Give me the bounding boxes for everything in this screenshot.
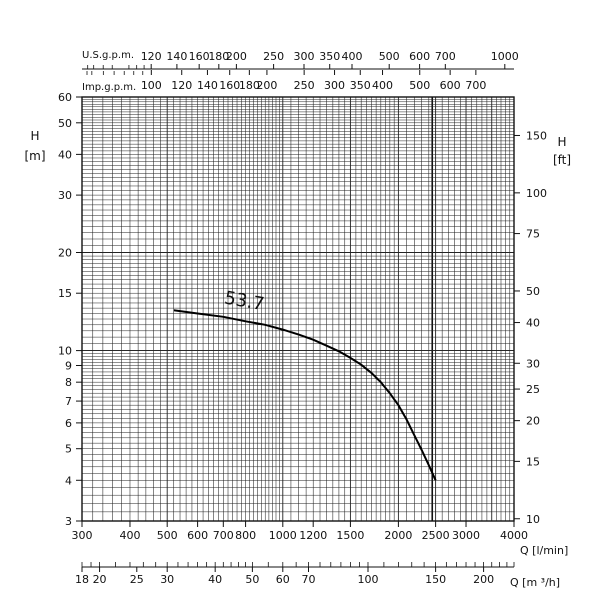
x-tick-label-lmin: 500 — [157, 529, 178, 542]
y-tick-label-right: 15 — [526, 455, 540, 468]
grid-lines — [82, 97, 514, 521]
x-tick-label-usgpm: 500 — [379, 50, 400, 63]
x-axis-label-impgpm: Imp.g.p.m. — [82, 82, 136, 93]
x-tick-label-impgpm: 600 — [440, 79, 461, 92]
y-tick-label-left: 15 — [58, 287, 72, 300]
curve-label: 53.7 — [223, 288, 266, 316]
x-tick-label-impgpm: 250 — [294, 79, 315, 92]
x-tick-label-usgpm: 200 — [226, 50, 247, 63]
x-tick-label-lmin: 2500 — [422, 529, 450, 542]
x-tick-label-lmin: 800 — [235, 529, 256, 542]
y-axis-label-right-line1: H — [557, 135, 566, 149]
y-tick-label-right: 75 — [526, 228, 540, 241]
x-tick-label-m3h: 40 — [208, 573, 222, 586]
y-tick-label-right: 25 — [526, 383, 540, 396]
x-tick-label-impgpm: 400 — [372, 79, 393, 92]
x-tick-label-lmin: 1000 — [269, 529, 297, 542]
x-tick-label-lmin: 700 — [213, 529, 234, 542]
y-tick-label-right: 150 — [526, 129, 547, 142]
x-tick-label-m3h: 60 — [276, 573, 290, 586]
y-tick-label-left: 50 — [58, 117, 72, 130]
y-tick-label-right: 50 — [526, 285, 540, 298]
x-tick-label-impgpm: 300 — [324, 79, 345, 92]
x-tick-label-impgpm: 700 — [465, 79, 486, 92]
y-tick-label-right: 100 — [526, 187, 547, 200]
y-tick-label-left: 8 — [65, 376, 72, 389]
x-tick-label-m3h: 150 — [425, 573, 446, 586]
x-tick-label-lmin: 400 — [119, 529, 140, 542]
y-tick-label-left: 6 — [65, 417, 72, 430]
x-tick-label-m3h: 100 — [357, 573, 378, 586]
y-axis-label-left-line2: [m] — [24, 149, 45, 163]
x-axis-label-lmin: Q [l/min] — [520, 544, 568, 557]
y-tick-label-left: 3 — [65, 515, 72, 528]
x-tick-label-usgpm: 600 — [409, 50, 430, 63]
x-tick-label-m3h: 70 — [302, 573, 316, 586]
x-tick-label-impgpm: 140 — [197, 79, 218, 92]
y-tick-label-right: 30 — [526, 357, 540, 370]
x-tick-label-impgpm: 350 — [350, 79, 371, 92]
y-tick-label-left: 9 — [65, 360, 72, 373]
plot-frame — [81, 96, 515, 522]
y-axis-label-left-line1: H — [30, 129, 39, 143]
x-tick-label-usgpm: 140 — [166, 50, 187, 63]
x-tick-label-impgpm: 500 — [409, 79, 430, 92]
y-tick-label-right: 40 — [526, 317, 540, 330]
y-tick-label-left: 7 — [65, 395, 72, 408]
x-tick-label-m3h: 50 — [245, 573, 259, 586]
x-tick-label-usgpm: 350 — [319, 50, 340, 63]
y-tick-label-left: 5 — [65, 443, 72, 456]
x-tick-label-lmin: 1500 — [336, 529, 364, 542]
x-tick-label-m3h: 200 — [473, 573, 494, 586]
y-tick-label-left: 4 — [65, 474, 72, 487]
x-tick-label-lmin: 1200 — [299, 529, 327, 542]
y-tick-label-right: 10 — [526, 513, 540, 526]
x-tick-label-usgpm: 120 — [141, 50, 162, 63]
x-tick-label-lmin: 3000 — [452, 529, 480, 542]
x-tick-label-lmin: 4000 — [500, 529, 528, 542]
x-tick-label-usgpm: 180 — [208, 50, 229, 63]
y-axis-label-right-line2: [ft] — [553, 153, 571, 167]
curves: 53.7 — [173, 288, 437, 481]
x-tick-label-impgpm: 160 — [219, 79, 240, 92]
x-tick-label-usgpm: 700 — [435, 50, 456, 63]
x-tick-label-impgpm: 120 — [171, 79, 192, 92]
x-tick-label-lmin: 300 — [72, 529, 93, 542]
x-tick-label-usgpm: 400 — [341, 50, 362, 63]
x-tick-label-m3h: 18 — [75, 573, 89, 586]
x-tick-label-impgpm: 100 — [141, 79, 162, 92]
y-tick-label-left: 40 — [58, 148, 72, 161]
y-tick-label-left: 20 — [58, 246, 72, 259]
x-tick-label-lmin: 600 — [187, 529, 208, 542]
x-tick-label-usgpm: 300 — [294, 50, 315, 63]
axes: 3 4 5 6 7 8 9 10 15 20 30 40 50 60 10 15 20 25 30 40 50 75 100… — [58, 50, 547, 586]
y-tick-label-left: 60 — [58, 91, 72, 104]
pump-curve-line — [173, 309, 437, 481]
x-tick-label-lmin: 2000 — [384, 529, 412, 542]
x-tick-label-usgpm: 160 — [189, 50, 210, 63]
x-tick-label-m3h: 25 — [130, 573, 144, 586]
x-tick-label-impgpm: 200 — [256, 79, 277, 92]
x-tick-label-impgpm: 180 — [239, 79, 260, 92]
y-tick-label-left: 10 — [58, 345, 72, 358]
x-tick-label-usgpm: 250 — [263, 50, 284, 63]
y-tick-label-left: 30 — [58, 189, 72, 202]
x-tick-label-m3h: 20 — [93, 573, 107, 586]
x-axis-label-usgpm: U.S.g.p.m. — [82, 50, 134, 61]
x-tick-label-m3h: 30 — [160, 573, 174, 586]
y-tick-label-right: 20 — [526, 415, 540, 428]
x-tick-label-usgpm: 1000 — [491, 50, 519, 63]
x-axis-label-m3h: Q [m ³/h] — [510, 576, 560, 589]
